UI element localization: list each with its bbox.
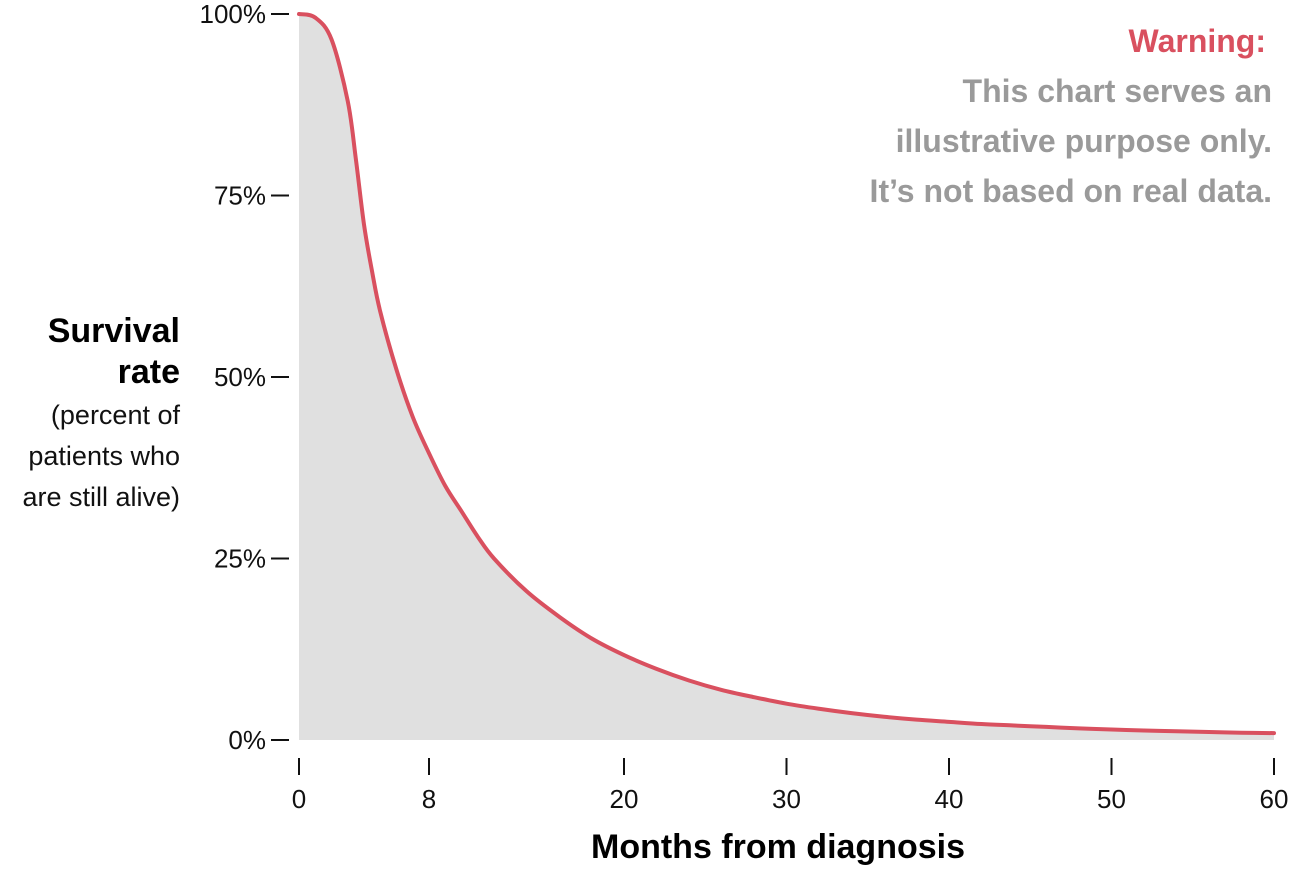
survival-line bbox=[297, 12, 1276, 736]
x-axis-title: Months from diagnosis bbox=[591, 828, 965, 866]
x-tick-label: 8 bbox=[422, 784, 436, 814]
warning-annotation: Warning: This chart serves an illustrati… bbox=[870, 23, 1272, 209]
y-axis-note-line: are still alive) bbox=[22, 482, 180, 512]
x-tick-label: 60 bbox=[1260, 784, 1289, 814]
x-tick-label: 30 bbox=[772, 784, 801, 814]
y-axis-note-line: (percent of bbox=[51, 400, 181, 430]
y-axis-title: Survival rate (percent of patients who a… bbox=[22, 312, 180, 512]
y-tick-label: 0% bbox=[228, 725, 266, 755]
y-tick-label: 100% bbox=[200, 0, 267, 29]
y-axis-note-line: patients who bbox=[28, 441, 180, 471]
x-tick-label: 20 bbox=[610, 784, 639, 814]
plot-area bbox=[297, 12, 1276, 740]
x-tick-label: 0 bbox=[292, 784, 306, 814]
y-tick-label: 25% bbox=[214, 544, 266, 574]
x-tick-label: 40 bbox=[935, 784, 964, 814]
y-tick-label: 50% bbox=[214, 362, 266, 392]
x-tick-label: 50 bbox=[1097, 784, 1126, 814]
warning-line: illustrative purpose only. bbox=[896, 123, 1272, 159]
warning-line: It’s not based on real data. bbox=[870, 173, 1272, 209]
y-axis-title-line: rate bbox=[118, 353, 180, 391]
y-tick-label: 75% bbox=[214, 181, 266, 211]
axes: 0% 25% 50% 75% 100% 0 8 20 30 40 50 60 bbox=[200, 0, 1289, 814]
warning-heading: Warning: bbox=[1129, 23, 1266, 59]
warning-line: This chart serves an bbox=[963, 73, 1272, 109]
y-axis-title-line: Survival bbox=[48, 312, 180, 350]
survival-area bbox=[299, 14, 1274, 740]
